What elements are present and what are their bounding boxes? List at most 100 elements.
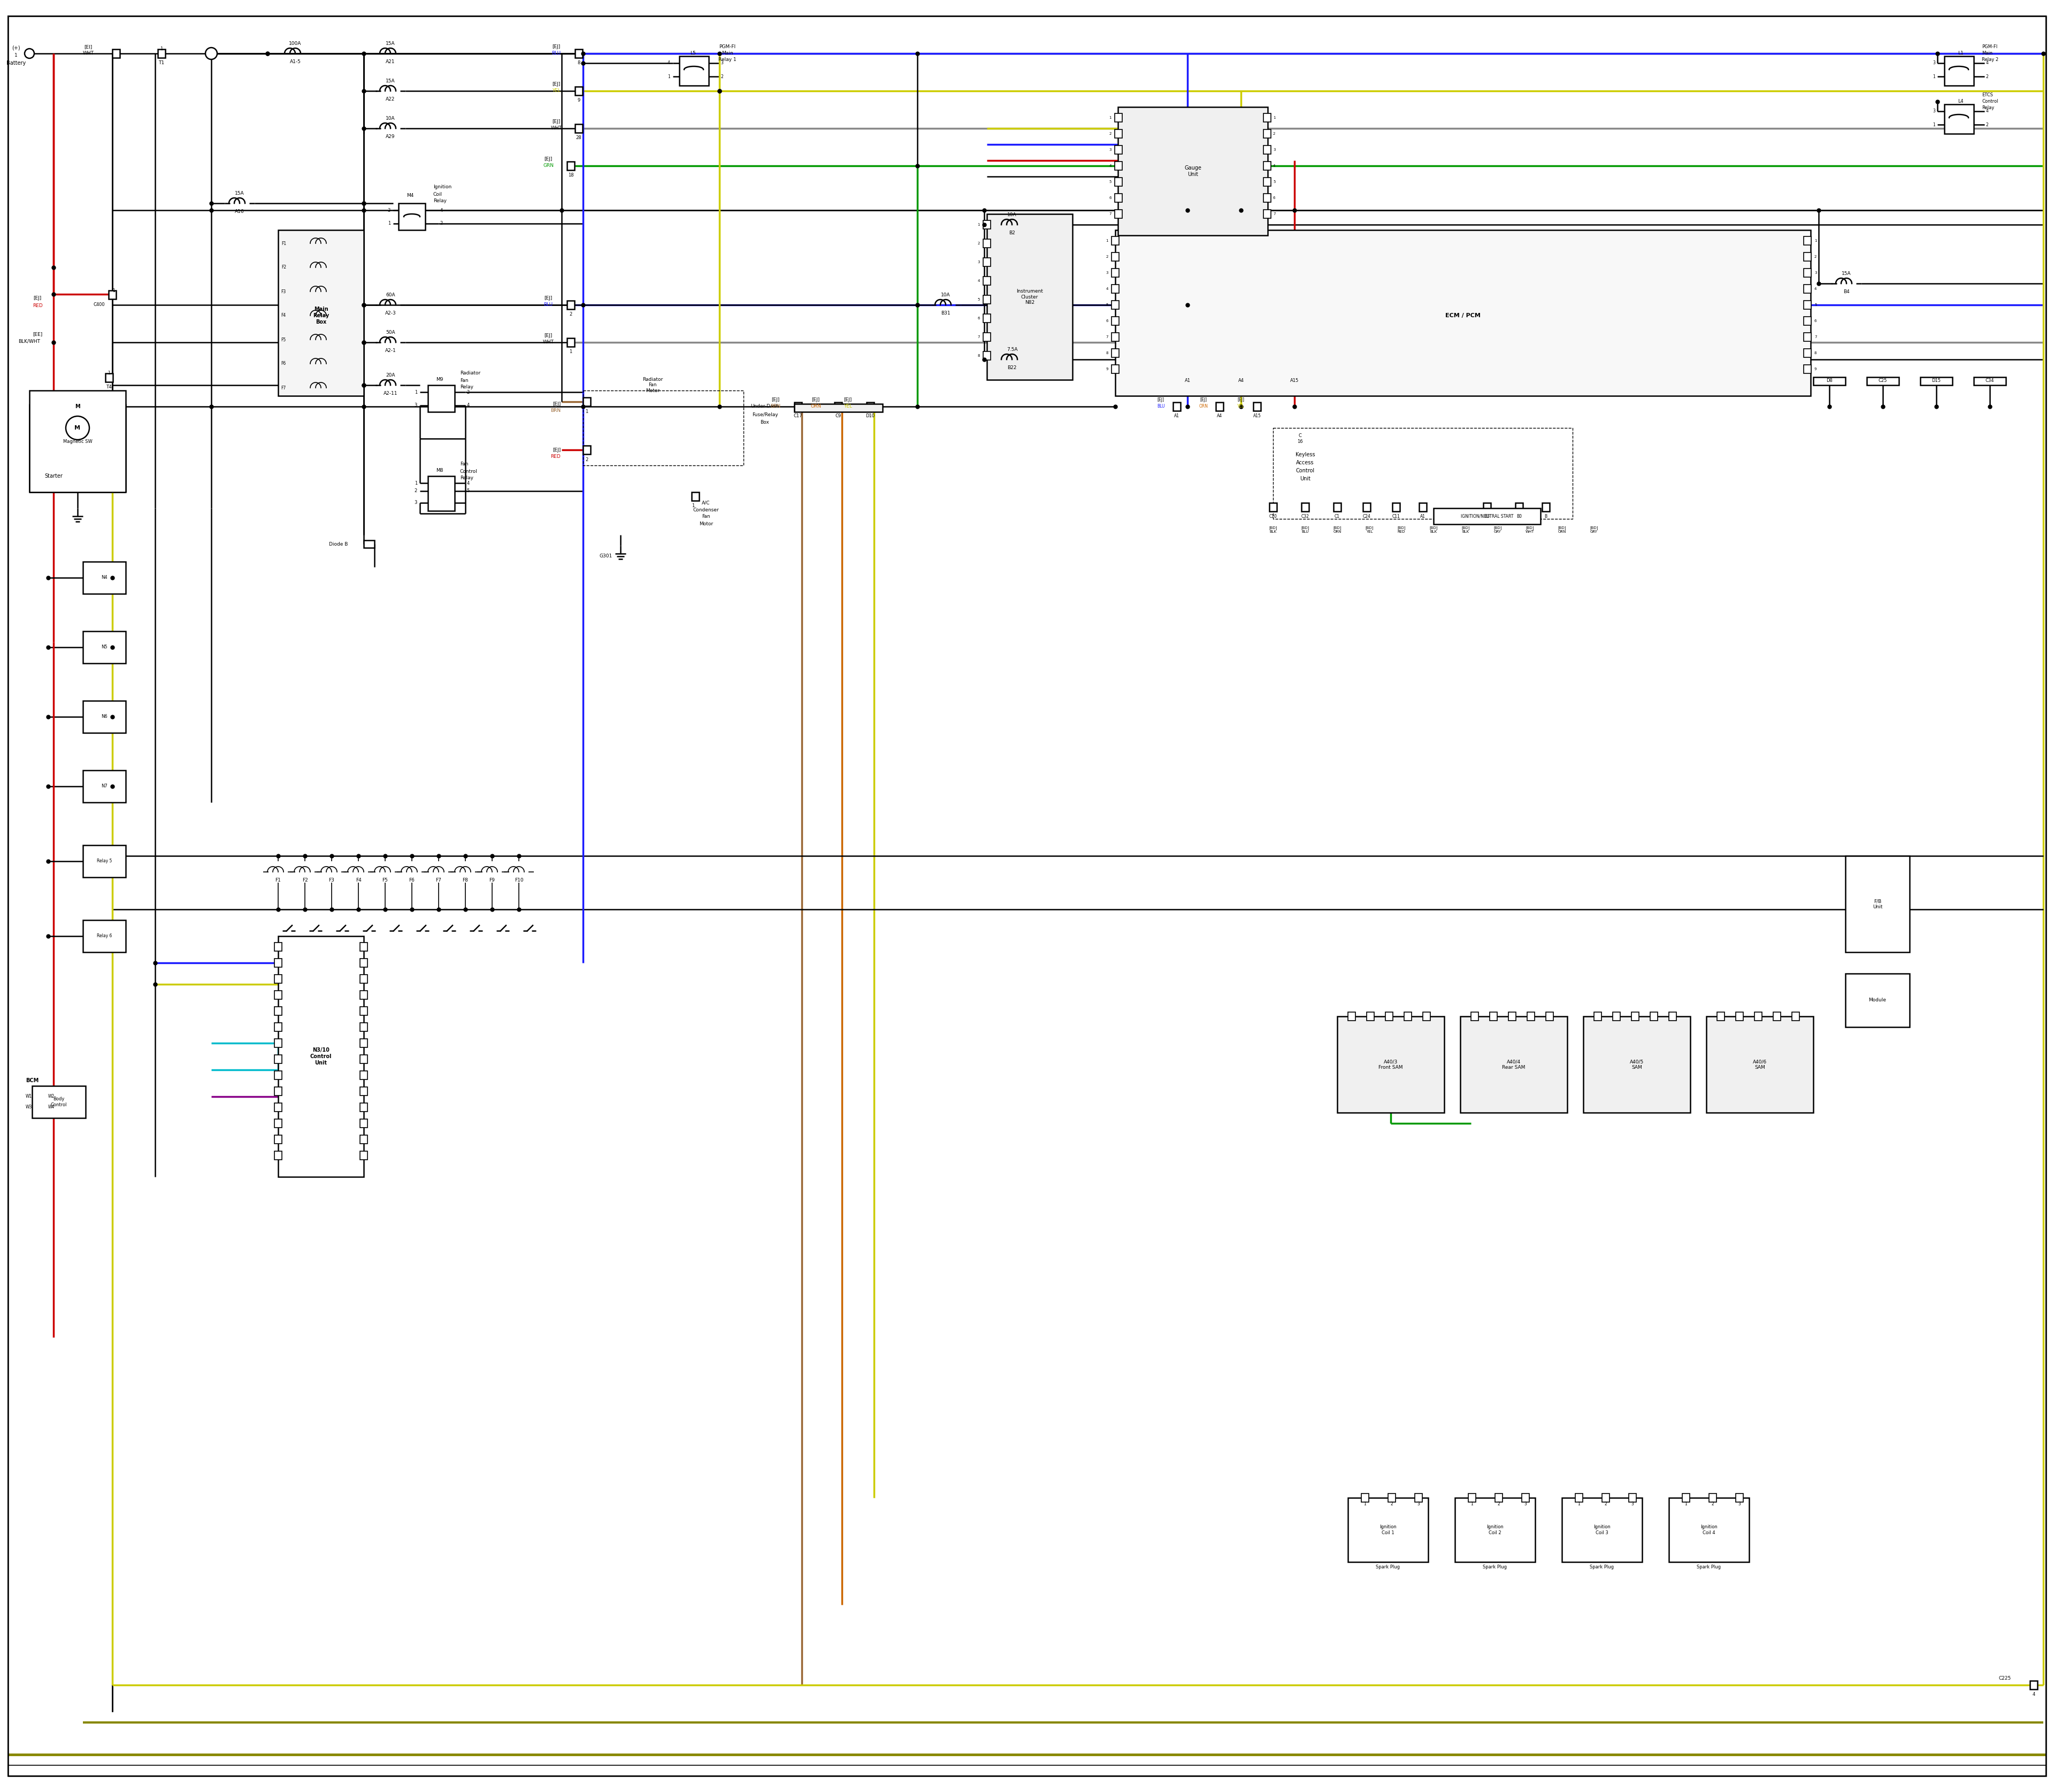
Text: Relay 2: Relay 2 [1982, 57, 1999, 63]
Text: [EJ]: [EJ] [544, 158, 553, 161]
Bar [2029, 1681, 2038, 1690]
Bar [1337, 1016, 1444, 1113]
Text: A1: A1 [1419, 514, 1425, 520]
Bar [1717, 1012, 1725, 1021]
Bar [1115, 210, 1121, 219]
Text: 1: 1 [1273, 116, 1276, 120]
Bar [1803, 349, 1812, 357]
Text: 1: 1 [692, 504, 694, 509]
Bar [1594, 1012, 1602, 1021]
Text: 5: 5 [1814, 303, 1816, 306]
Bar [984, 314, 990, 323]
Text: 1: 1 [1933, 73, 1935, 79]
Bar [82, 561, 125, 593]
Bar [1584, 1016, 1690, 1113]
Text: 6: 6 [978, 317, 980, 321]
Text: Control: Control [460, 470, 477, 473]
Text: 3: 3 [415, 500, 417, 505]
Text: [BD]
BLK: [BD] BLK [1462, 525, 1471, 534]
Text: F8: F8 [462, 878, 468, 883]
Bar [1111, 253, 1119, 262]
Text: YEL: YEL [1237, 405, 1245, 409]
Text: 2: 2 [466, 389, 470, 394]
Text: Spark Plug: Spark Plug [1697, 1564, 1721, 1570]
Text: RED: RED [550, 455, 561, 459]
Text: Access: Access [1296, 461, 1315, 466]
Bar [1115, 194, 1121, 202]
Text: B2: B2 [1009, 231, 1015, 235]
Text: 3: 3 [1105, 271, 1109, 274]
Bar [275, 1072, 281, 1079]
Text: 4: 4 [1109, 165, 1111, 167]
Bar [1263, 129, 1271, 138]
Text: 3: 3 [1524, 1502, 1526, 1507]
Text: Relay: Relay [460, 477, 472, 480]
Text: F3: F3 [281, 289, 286, 294]
Bar [359, 1023, 368, 1032]
Text: Spark Plug: Spark Plug [1376, 1564, 1401, 1570]
Text: C25: C25 [1879, 378, 1888, 383]
Bar [1682, 1493, 1690, 1502]
Text: BLU: BLU [544, 303, 553, 306]
Text: Fan: Fan [460, 462, 468, 466]
Bar [984, 351, 990, 360]
Text: [BD]
GRY: [BD] GRY [1493, 525, 1501, 534]
Bar [1115, 177, 1121, 186]
Bar [1111, 285, 1119, 294]
Text: Spark Plug: Spark Plug [1483, 1564, 1508, 1570]
Bar [275, 1150, 281, 1159]
Bar [1547, 1012, 1553, 1021]
Bar [692, 493, 698, 500]
Bar [1516, 504, 1522, 511]
Bar [1508, 1012, 1516, 1021]
Text: C400: C400 [92, 303, 105, 306]
Text: [BD]
ORN: [BD] ORN [1333, 525, 1341, 534]
Bar [1216, 401, 1224, 410]
Text: Radiator
Fan
Motor: Radiator Fan Motor [643, 376, 663, 392]
Bar [575, 124, 583, 133]
Text: 7: 7 [978, 335, 980, 339]
Bar [1115, 145, 1121, 154]
Text: F4: F4 [281, 314, 286, 317]
Text: 3: 3 [1738, 1502, 1742, 1507]
Text: PGM-FI: PGM-FI [719, 45, 735, 50]
Bar [1173, 401, 1181, 410]
Text: 3: 3 [978, 260, 980, 263]
Text: C1: C1 [1335, 514, 1339, 520]
Text: BRN: BRN [770, 405, 781, 409]
Bar [1460, 1016, 1567, 1113]
Bar [1629, 1493, 1637, 1502]
Bar [275, 1039, 281, 1047]
Text: 8: 8 [577, 61, 579, 66]
Text: 1: 1 [160, 47, 162, 52]
Text: D15: D15 [1931, 378, 1941, 383]
Text: Ignition
Coil 2: Ignition Coil 2 [1487, 1525, 1504, 1536]
Text: C
16: C 16 [1296, 434, 1302, 444]
Bar [1454, 1498, 1534, 1563]
Text: 1: 1 [388, 220, 390, 226]
Bar [1945, 104, 1974, 134]
Text: 3: 3 [1273, 149, 1276, 151]
Bar [1469, 1493, 1475, 1502]
Text: C32: C32 [1300, 514, 1308, 520]
Bar [680, 56, 709, 86]
Text: ECM / PCM: ECM / PCM [1446, 314, 1481, 319]
Bar [1269, 504, 1278, 511]
Text: 2: 2 [1986, 122, 1988, 127]
Text: [EJ]: [EJ] [544, 296, 553, 301]
Text: F7: F7 [435, 878, 442, 883]
Bar [984, 238, 990, 247]
Bar [1115, 129, 1121, 138]
Text: F9: F9 [489, 878, 495, 883]
Text: Diode B: Diode B [329, 541, 347, 547]
Bar [1707, 1016, 1814, 1113]
Bar [1945, 56, 1974, 86]
Text: A21: A21 [386, 59, 394, 65]
Text: 5: 5 [1105, 303, 1109, 306]
Text: F5: F5 [382, 878, 388, 883]
Text: 1: 1 [1814, 238, 1818, 242]
Text: A40/4
Rear SAM: A40/4 Rear SAM [1501, 1059, 1526, 1070]
Text: 2: 2 [585, 457, 587, 462]
Text: [EJ]: [EJ] [33, 296, 41, 301]
Text: ORN: ORN [811, 405, 822, 409]
